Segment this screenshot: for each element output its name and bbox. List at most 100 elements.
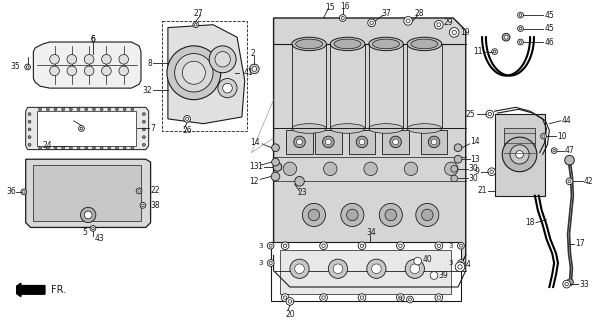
Circle shape	[28, 136, 31, 139]
Circle shape	[49, 66, 59, 76]
Circle shape	[209, 46, 236, 73]
Text: 10: 10	[557, 132, 566, 141]
Circle shape	[115, 146, 119, 149]
Text: 16: 16	[340, 2, 349, 11]
Circle shape	[252, 67, 257, 71]
Circle shape	[502, 137, 537, 172]
Circle shape	[67, 54, 76, 64]
Polygon shape	[26, 107, 148, 150]
Polygon shape	[26, 159, 150, 228]
Circle shape	[404, 17, 412, 25]
Text: 22: 22	[150, 187, 160, 196]
Circle shape	[445, 162, 458, 176]
Text: 19: 19	[460, 28, 470, 37]
Text: 9: 9	[474, 167, 479, 176]
Text: 43: 43	[95, 234, 104, 243]
Circle shape	[92, 108, 95, 111]
Circle shape	[268, 242, 274, 249]
Circle shape	[551, 148, 557, 154]
Circle shape	[320, 242, 327, 250]
Circle shape	[333, 264, 343, 274]
Circle shape	[142, 128, 145, 131]
Circle shape	[294, 136, 306, 148]
Circle shape	[510, 145, 529, 164]
Text: 13: 13	[249, 163, 259, 172]
Circle shape	[142, 136, 145, 139]
Text: 42: 42	[584, 177, 593, 186]
Circle shape	[390, 136, 401, 148]
Circle shape	[518, 12, 524, 18]
Text: 30: 30	[469, 174, 478, 183]
Circle shape	[308, 209, 320, 221]
Circle shape	[101, 54, 111, 64]
Circle shape	[297, 139, 302, 145]
Circle shape	[385, 209, 397, 221]
Circle shape	[218, 78, 237, 98]
Circle shape	[283, 162, 297, 176]
Circle shape	[38, 108, 42, 111]
Circle shape	[430, 272, 438, 279]
Bar	[494, 114, 544, 196]
Circle shape	[272, 158, 279, 166]
Circle shape	[70, 108, 72, 111]
Text: 4: 4	[466, 260, 470, 269]
Circle shape	[142, 143, 145, 146]
Circle shape	[516, 151, 524, 158]
Text: 39: 39	[439, 271, 448, 280]
Circle shape	[131, 146, 134, 149]
Circle shape	[397, 294, 404, 301]
Circle shape	[70, 146, 72, 149]
Circle shape	[100, 108, 103, 111]
Text: 3: 3	[258, 243, 263, 249]
Text: 47: 47	[565, 146, 574, 155]
Text: 12: 12	[249, 177, 258, 186]
Ellipse shape	[373, 39, 400, 49]
Circle shape	[434, 20, 443, 29]
Text: 40: 40	[422, 255, 432, 264]
Circle shape	[323, 136, 334, 148]
Circle shape	[62, 146, 65, 149]
Circle shape	[184, 116, 191, 122]
Text: 5: 5	[83, 228, 88, 237]
Ellipse shape	[407, 124, 442, 133]
Circle shape	[326, 139, 331, 145]
Text: 14: 14	[470, 137, 480, 147]
Text: 29: 29	[444, 18, 453, 27]
Circle shape	[502, 33, 510, 41]
Circle shape	[450, 28, 459, 37]
Circle shape	[79, 125, 84, 132]
Circle shape	[175, 53, 213, 92]
Text: 3: 3	[448, 260, 453, 266]
Circle shape	[518, 39, 524, 45]
Circle shape	[492, 49, 497, 54]
Text: 30: 30	[469, 164, 478, 173]
Ellipse shape	[331, 37, 365, 51]
Polygon shape	[274, 18, 466, 271]
Circle shape	[28, 120, 31, 123]
Ellipse shape	[334, 39, 361, 49]
Text: 17: 17	[576, 239, 585, 248]
Ellipse shape	[368, 37, 403, 51]
Circle shape	[167, 46, 221, 100]
Circle shape	[458, 242, 464, 249]
Circle shape	[115, 108, 119, 111]
Text: 45: 45	[544, 11, 554, 20]
Circle shape	[364, 162, 378, 176]
Circle shape	[281, 294, 289, 301]
Circle shape	[28, 113, 31, 116]
Circle shape	[356, 136, 368, 148]
Ellipse shape	[296, 39, 323, 49]
Circle shape	[46, 108, 49, 111]
Circle shape	[28, 143, 31, 146]
Circle shape	[136, 188, 142, 194]
Circle shape	[346, 209, 358, 221]
Text: 35: 35	[10, 62, 20, 71]
Circle shape	[290, 259, 309, 278]
Circle shape	[295, 264, 304, 274]
Circle shape	[77, 108, 80, 111]
Circle shape	[92, 146, 95, 149]
Circle shape	[273, 163, 282, 171]
Circle shape	[397, 242, 404, 250]
Text: 32: 32	[143, 85, 153, 94]
Bar	[504, 129, 535, 153]
